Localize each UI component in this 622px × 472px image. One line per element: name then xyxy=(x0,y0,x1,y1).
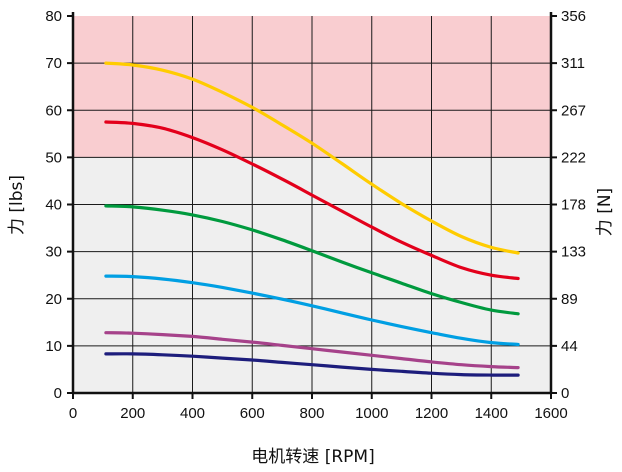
series-line-4 xyxy=(104,331,520,370)
x-tick-label: 1600 xyxy=(534,405,567,422)
y-tick-label: 80 xyxy=(45,8,62,25)
series-line-5 xyxy=(104,352,520,377)
y-tick-label: 0 xyxy=(54,385,62,402)
y-tick-label: 20 xyxy=(45,291,62,308)
x-tick-label: 400 xyxy=(180,405,205,422)
y2-tick-label: 178 xyxy=(561,197,586,214)
y-tick-label: 50 xyxy=(45,149,62,166)
y-tick-label: 30 xyxy=(45,244,62,261)
x-tick-labels: 0 200 400 600 800 1000 1200 1400 1600 xyxy=(69,405,568,422)
axes xyxy=(67,12,557,399)
series-curves xyxy=(104,61,520,377)
x-tick-label: 200 xyxy=(120,405,145,422)
series-line-2 xyxy=(104,204,520,316)
y-tick-label: 60 xyxy=(45,102,62,119)
series-line-0 xyxy=(104,61,520,255)
y2-tick-labels: 0 44 89 133 178 222 267 311 356 xyxy=(561,8,586,402)
y2-tick-label: 89 xyxy=(561,291,578,308)
x-tick-label: 1200 xyxy=(415,405,448,422)
x-tick-label: 0 xyxy=(69,405,77,422)
series-line-1 xyxy=(104,120,520,281)
y2-tick-label: 44 xyxy=(561,338,578,355)
y2-tick-label: 133 xyxy=(561,244,586,261)
y2-tick-label: 267 xyxy=(561,102,586,119)
x-tick-label: 600 xyxy=(240,405,265,422)
y-tick-labels: 0 10 20 30 40 50 60 70 80 xyxy=(45,8,62,402)
y2-tick-label: 222 xyxy=(561,149,586,166)
y2-axis-label: 力 [N] xyxy=(595,188,615,236)
y-tick-label: 10 xyxy=(45,338,62,355)
y-tick-label: 70 xyxy=(45,55,62,72)
y-axis-label: 力 [lbs] xyxy=(7,175,27,235)
y2-tick-label: 356 xyxy=(561,8,586,25)
y2-tick-label: 0 xyxy=(561,385,569,402)
y2-tick-label: 311 xyxy=(561,55,585,72)
x-tick-label: 800 xyxy=(299,405,324,422)
x-tick-label: 1400 xyxy=(475,405,508,422)
series-line-3 xyxy=(104,274,520,347)
x-tick-label: 1000 xyxy=(355,405,388,422)
y-tick-label: 40 xyxy=(45,197,62,214)
x-axis-label: 电机转速 [RPM] xyxy=(251,447,374,467)
grid-lines xyxy=(73,16,551,393)
